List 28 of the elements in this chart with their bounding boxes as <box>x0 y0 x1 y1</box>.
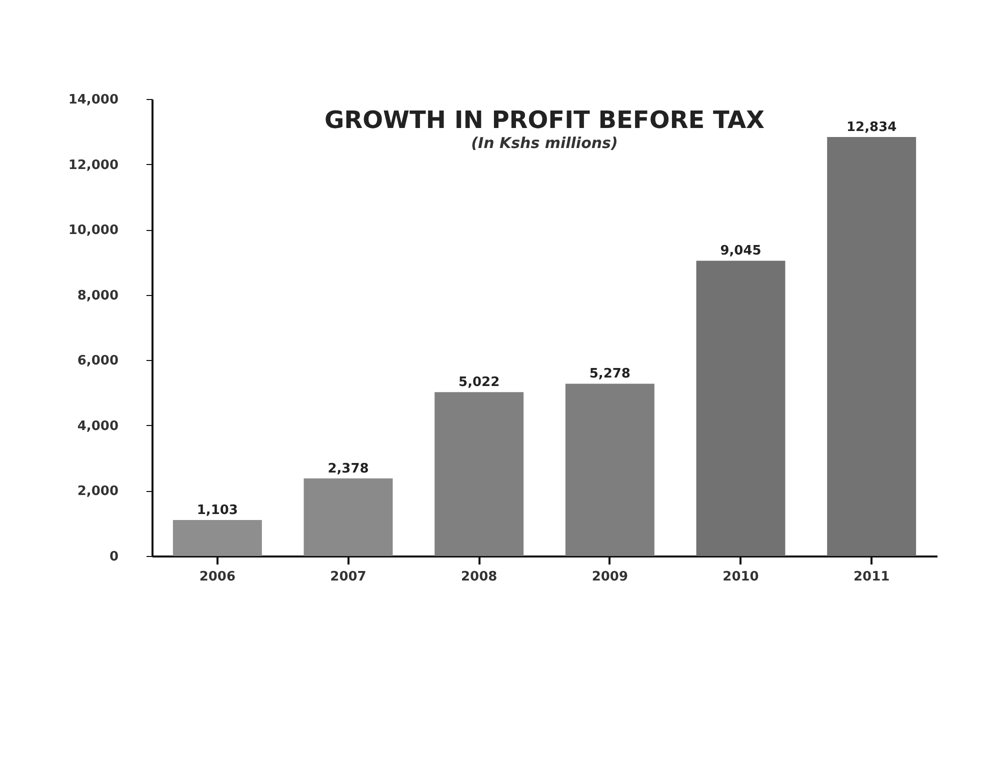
y-tick-label: 2,000 <box>77 484 118 500</box>
data-label: 12,834 <box>846 120 897 136</box>
data-label: 9,045 <box>720 244 762 259</box>
chart-title: GROWTH IN PROFIT BEFORE TAX <box>324 106 766 134</box>
x-tick-label: 2008 <box>460 570 498 584</box>
data-label: 2,378 <box>328 461 369 476</box>
x-tick-label: 2007 <box>330 570 366 584</box>
y-tick-label: 12,000 <box>68 158 118 173</box>
data-label: 1,103 <box>196 502 238 518</box>
bar <box>434 392 524 556</box>
bar <box>827 137 916 556</box>
x-tick-label: 2009 <box>592 570 628 584</box>
y-tick-label: 14,000 <box>68 92 118 108</box>
y-tick-label: 8,000 <box>77 288 118 304</box>
y-tick-label: 0 <box>109 550 118 564</box>
y-tick-label: 10,000 <box>68 223 118 238</box>
bar <box>565 384 654 556</box>
bar <box>172 520 262 556</box>
y-tick-label: 4,000 <box>77 418 118 434</box>
x-tick-label: 2010 <box>722 570 759 584</box>
bar <box>304 478 393 556</box>
bar <box>696 260 786 556</box>
text: (In Kshs millions) <box>471 134 618 152</box>
data-label: 5,278 <box>589 366 630 382</box>
data-label: 5,022 <box>458 375 500 390</box>
x-tick-label: 2011 <box>853 570 890 584</box>
y-tick-label: 6,000 <box>77 354 118 369</box>
x-tick-label: 2006 <box>199 570 236 584</box>
